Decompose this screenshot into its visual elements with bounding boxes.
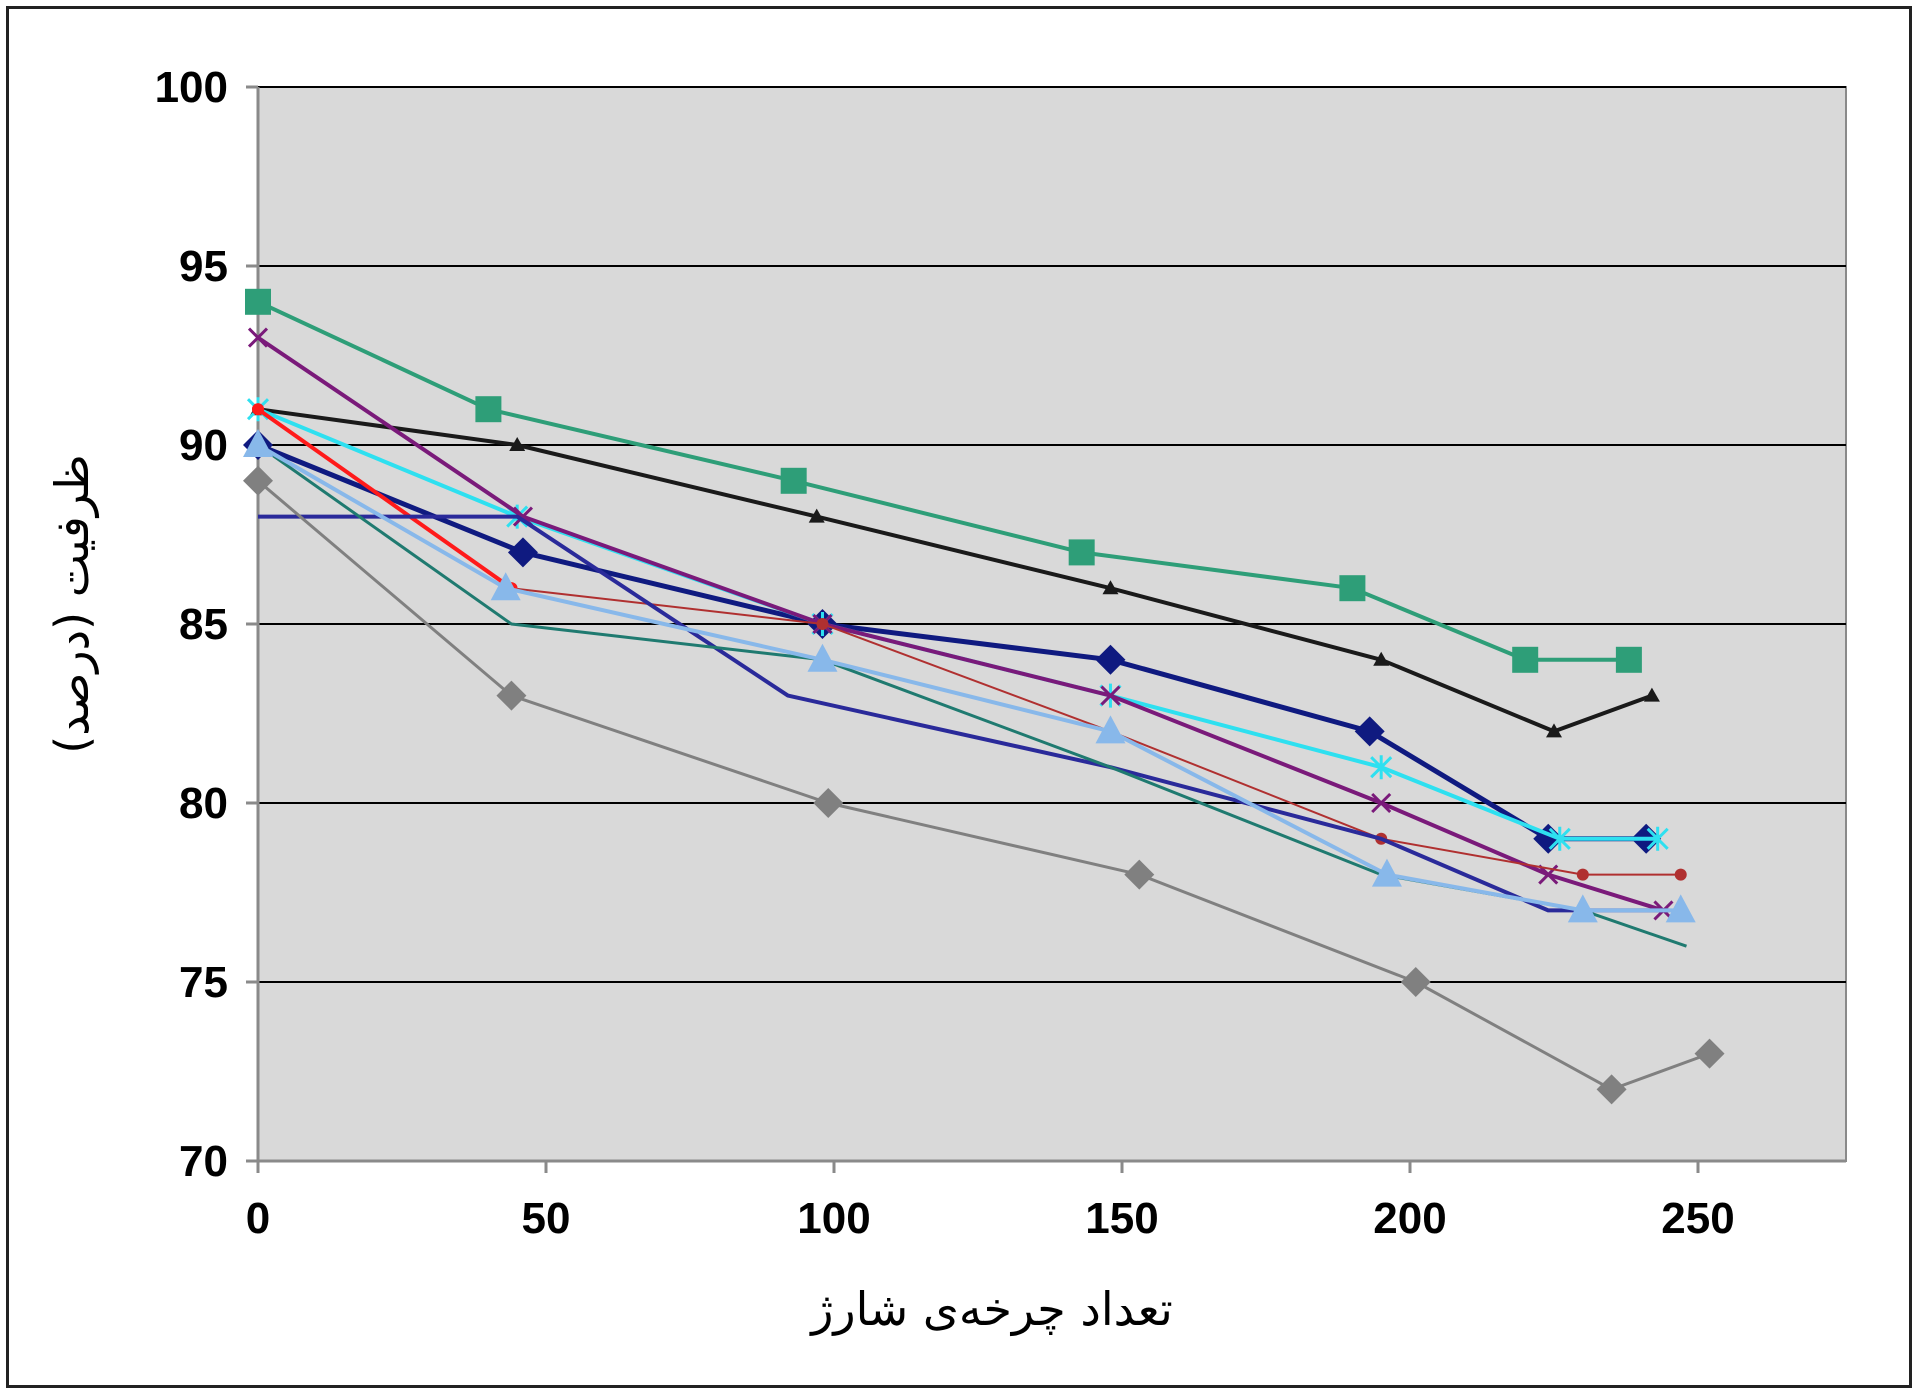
y-tick-label-100: 100 bbox=[155, 63, 228, 112]
y-tick-label-75: 75 bbox=[179, 958, 228, 1007]
series-7-point-1 bbox=[252, 403, 264, 416]
series-2-point-4 bbox=[1102, 580, 1119, 595]
y-tick-label-95: 95 bbox=[179, 242, 228, 291]
series-1-point-5 bbox=[1339, 575, 1366, 602]
series-11-point-7 bbox=[1694, 1038, 1725, 1069]
series-6-point-7 bbox=[1674, 868, 1687, 881]
x-tick-label-100: 100 bbox=[797, 1194, 870, 1243]
series-10-point-7 bbox=[1665, 894, 1696, 923]
series-10-point-1 bbox=[243, 429, 273, 457]
x-tick-label-0: 0 bbox=[246, 1194, 270, 1243]
series-10-point-5 bbox=[1371, 858, 1402, 887]
series-4-point-6 bbox=[1548, 826, 1571, 851]
y-tick-label-80: 80 bbox=[179, 779, 228, 828]
series-11-point-3 bbox=[813, 788, 844, 818]
series-3-point-5 bbox=[1354, 716, 1385, 747]
axes bbox=[246, 85, 1846, 1173]
series-1-point-7 bbox=[1615, 646, 1642, 673]
series-11-point-4 bbox=[1124, 859, 1155, 890]
series-4-point-5 bbox=[1370, 755, 1393, 780]
series-5-point-1 bbox=[247, 327, 269, 348]
series-10-point-2 bbox=[490, 572, 521, 601]
y-tick-label-85: 85 bbox=[179, 600, 228, 649]
series-1-point-2 bbox=[475, 396, 502, 423]
series-6-point-3 bbox=[816, 618, 829, 630]
x-tick-label-50: 50 bbox=[522, 1194, 571, 1243]
series-5-point-5 bbox=[1371, 792, 1392, 814]
series-1-point-3 bbox=[780, 467, 807, 494]
series-1-point-4 bbox=[1068, 539, 1095, 566]
series-11 bbox=[243, 465, 1725, 1105]
series-2-point-7 bbox=[1643, 687, 1660, 702]
gridlines bbox=[258, 86, 1846, 983]
y-tick-label-70: 70 bbox=[179, 1137, 228, 1186]
series-11-point-2 bbox=[496, 680, 527, 711]
series-10-point-4 bbox=[1095, 715, 1126, 744]
series-2-point-2 bbox=[509, 437, 526, 451]
series-group bbox=[243, 288, 1725, 1105]
series-11-point-1 bbox=[243, 465, 273, 496]
series-1 bbox=[245, 288, 1642, 673]
y-tick-label-90: 90 bbox=[179, 421, 228, 470]
series-10 bbox=[243, 429, 1696, 923]
series-11-point-6 bbox=[1596, 1074, 1627, 1105]
series-3-point-4 bbox=[1095, 644, 1126, 675]
y-axis-title: ظرفیت (درصد) bbox=[45, 454, 100, 753]
series-7-line bbox=[256, 407, 513, 590]
series-1-point-6 bbox=[1512, 646, 1539, 673]
series-2-point-5 bbox=[1373, 651, 1390, 666]
series-10-point-3 bbox=[807, 643, 838, 672]
series-2-point-6 bbox=[1546, 723, 1562, 738]
x-axis-title: تعداد چرخه‌ی شارژ bbox=[809, 1282, 1173, 1337]
x-tick-label-150: 150 bbox=[1085, 1194, 1158, 1243]
series-11-point-5 bbox=[1400, 967, 1431, 997]
series-10-point-6 bbox=[1567, 894, 1598, 923]
series-5-point-4 bbox=[1100, 685, 1121, 706]
x-tick-label-200: 200 bbox=[1373, 1194, 1446, 1243]
series-2-point-3 bbox=[808, 508, 825, 523]
x-tick-label-250: 250 bbox=[1661, 1194, 1734, 1243]
tick-labels: 70 75 80 85 90 95 100 0 50 100 150 200 250 bbox=[155, 63, 1735, 1243]
series-3-point-2 bbox=[507, 537, 538, 568]
series-6-point-6 bbox=[1576, 868, 1589, 881]
series-1-point-1 bbox=[245, 288, 271, 315]
series-4-point-7 bbox=[1646, 826, 1669, 851]
